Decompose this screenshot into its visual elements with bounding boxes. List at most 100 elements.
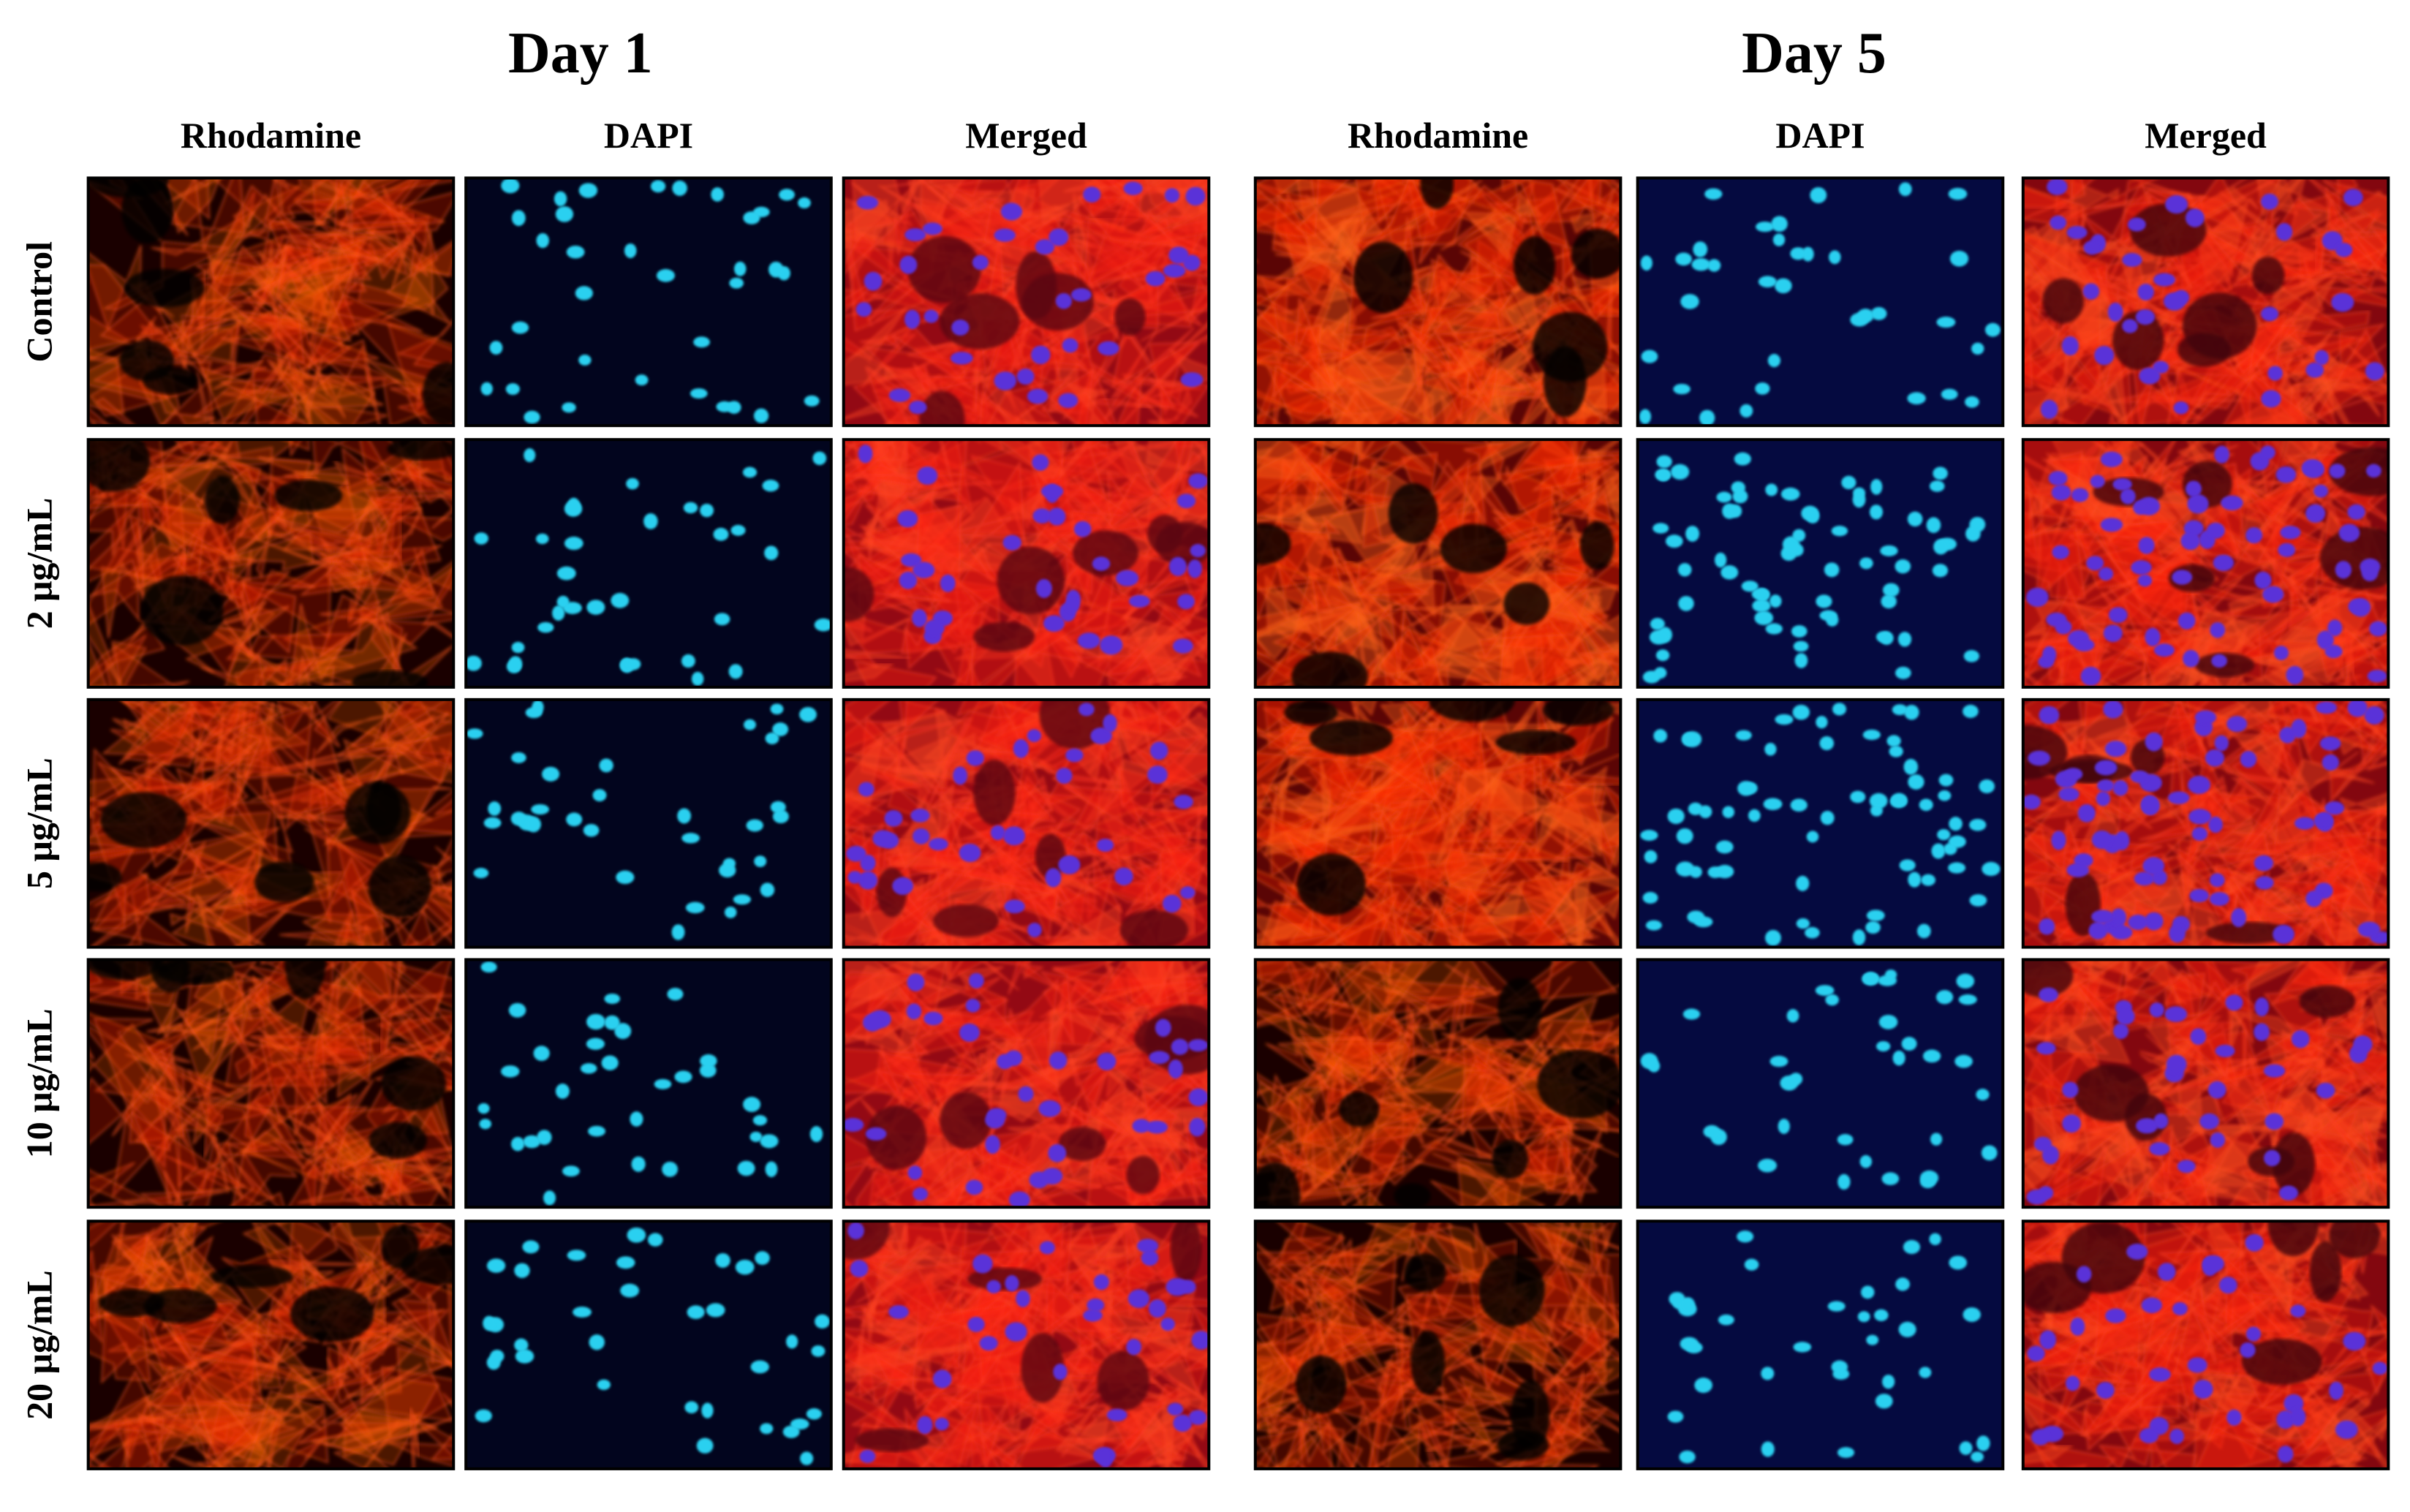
dark-gap — [1255, 523, 1291, 565]
nucleus — [2262, 586, 2284, 603]
nucleus — [1704, 188, 1723, 200]
nucleus — [1949, 1255, 1968, 1270]
nucleus — [2083, 241, 2101, 255]
nucleus — [1176, 494, 1196, 509]
nucleus — [2361, 564, 2379, 582]
cell-fibers — [235, 178, 282, 238]
nucleus — [2261, 390, 2281, 408]
nucleus — [966, 750, 984, 766]
cell-fibers — [1283, 1418, 1332, 1469]
nucleus — [2267, 366, 2283, 381]
nucleus — [2112, 779, 2128, 796]
cell-fibers — [1451, 324, 1541, 380]
micrograph — [464, 438, 833, 689]
nucleus — [1739, 404, 1753, 417]
dark-gap — [2251, 256, 2285, 295]
nucleus — [1790, 247, 1806, 260]
nucleus — [511, 321, 529, 334]
nucleus — [2066, 225, 2088, 240]
nucleus — [1163, 894, 1182, 913]
nucleus — [630, 1111, 643, 1127]
cell-fibers — [2225, 1257, 2283, 1332]
nucleus — [1048, 507, 1066, 526]
cell-fibers — [1390, 986, 1448, 1057]
nucleus — [1642, 670, 1661, 684]
nucleus — [1655, 468, 1671, 481]
nucleus — [2347, 699, 2368, 717]
nucleus — [1188, 1410, 1207, 1425]
nucleus — [953, 766, 968, 785]
nucleus — [1931, 843, 1946, 859]
cell-fibers — [1461, 1068, 1527, 1136]
tint — [2022, 959, 2389, 1208]
nucleus — [564, 537, 583, 551]
nucleus — [892, 877, 913, 895]
cell-fibers — [1046, 370, 1143, 426]
nucleus — [934, 1417, 949, 1431]
nucleus — [1982, 861, 2001, 876]
nucleus — [2186, 480, 2202, 497]
nucleus — [674, 1070, 692, 1084]
nucleus — [1971, 1451, 1984, 1462]
panel-border — [2021, 958, 2390, 1209]
nucleus — [2245, 527, 2263, 544]
nucleus — [1145, 271, 1166, 287]
cell-fibers — [843, 907, 908, 948]
dark-gap — [290, 1286, 374, 1342]
dark-gap — [140, 575, 224, 646]
nucleus — [1070, 288, 1092, 302]
nucleus — [1806, 831, 1819, 843]
nucleus — [1077, 632, 1100, 649]
nucleus — [2254, 997, 2270, 1017]
cell-fibers — [945, 959, 1020, 991]
nucleus — [488, 801, 502, 816]
tint — [843, 959, 1209, 1208]
cell-fibers — [390, 912, 454, 948]
nucleus — [2080, 666, 2101, 687]
nucleus — [2327, 619, 2343, 637]
nucleus — [2130, 770, 2150, 783]
cell-fibers — [1065, 1345, 1157, 1383]
micrograph — [1636, 438, 2005, 689]
nucleus — [1729, 504, 1742, 518]
cell-fibers — [287, 1364, 350, 1401]
nucleus — [614, 1023, 632, 1040]
nucleus — [1038, 1100, 1061, 1117]
nucleus — [1096, 839, 1114, 852]
cell-fibers — [2022, 654, 2069, 687]
nucleus — [537, 1130, 552, 1145]
nucleus — [2260, 445, 2275, 460]
cell-fibers — [1417, 316, 1521, 400]
nucleus — [1166, 1277, 1189, 1296]
nucleus — [1802, 246, 1814, 262]
nucleus — [923, 1011, 943, 1026]
nucleus — [2365, 362, 2384, 381]
nucleus — [473, 868, 489, 879]
nucleus — [2041, 646, 2057, 664]
nucleus — [899, 255, 918, 274]
micrograph-content — [466, 959, 831, 1208]
micrograph — [2021, 698, 2390, 949]
nucleus — [1837, 1173, 1851, 1190]
nucleus — [1732, 489, 1748, 504]
nucleus — [2051, 484, 2071, 501]
micrograph-content — [2022, 439, 2389, 687]
nucleus — [483, 817, 502, 829]
micrograph — [1253, 176, 1623, 428]
panel-border — [1253, 958, 1623, 1209]
nucleus — [2145, 627, 2161, 646]
micrograph — [86, 176, 456, 428]
nucleus — [2316, 630, 2334, 650]
cell-fibers — [1076, 178, 1180, 248]
nucleus — [1899, 859, 1916, 872]
panel-border — [86, 698, 456, 949]
dark-gap — [1420, 178, 1454, 209]
nucleus — [2094, 345, 2115, 366]
nucleus — [1114, 867, 1133, 885]
cell-fibers — [1255, 1390, 1310, 1433]
cell-fibers — [2364, 1304, 2389, 1372]
micrograph — [842, 958, 1211, 1209]
nucleus — [1769, 594, 1782, 608]
cell-fibers — [1174, 439, 1209, 493]
dark-gap — [211, 1265, 293, 1288]
